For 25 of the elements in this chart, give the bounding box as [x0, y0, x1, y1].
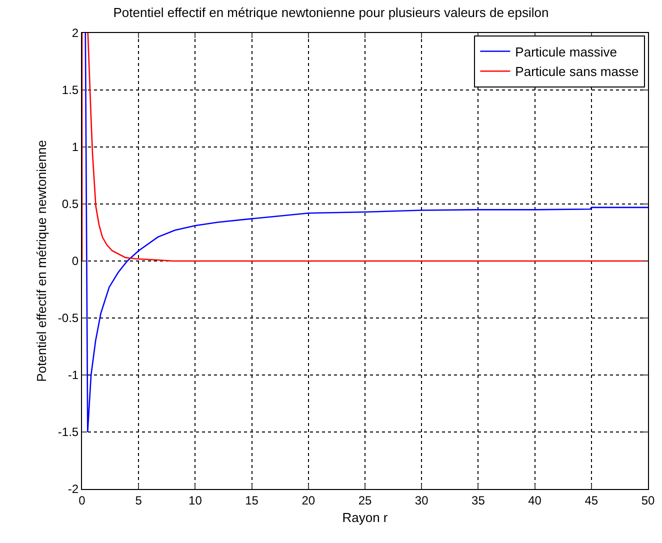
x-tick-label: 20 — [302, 493, 316, 508]
y-tick-label: 2 — [72, 26, 79, 40]
x-tick-label: 25 — [358, 493, 372, 508]
x-tick-label: 10 — [188, 493, 202, 508]
y-tick-label: 0 — [72, 254, 79, 268]
x-tick-label: 5 — [135, 493, 142, 508]
x-tick-label: 15 — [245, 493, 259, 508]
line-series — [84, 33, 648, 433]
y-tick-label: -1.5 — [58, 425, 79, 440]
x-tick-label: 30 — [414, 493, 429, 508]
y-tick-label: -0.5 — [58, 311, 79, 326]
x-tick-label: 45 — [584, 493, 598, 508]
legend-label: Particule sans masse — [515, 64, 639, 80]
x-tick-label: 50 — [641, 493, 655, 508]
x-tick-label: 40 — [528, 493, 542, 508]
y-tick-label: 1.5 — [62, 83, 79, 98]
y-tick-label: 0.5 — [62, 197, 79, 212]
y-axis-title: Potentiel effectif en métrique newtonienne — [34, 140, 49, 382]
y-tick-label: -2 — [68, 482, 79, 496]
x-tick-label: 35 — [472, 493, 486, 508]
y-tick-label: -1 — [68, 368, 79, 382]
y-tick-label: 1 — [72, 140, 79, 154]
legend-label: Particule massive — [515, 44, 618, 60]
x-axis-title: Rayon r — [342, 510, 388, 525]
chart-title: Potentiel effectif en métrique newtonienne pour plusieurs valeurs de epsilon — [113, 5, 549, 20]
